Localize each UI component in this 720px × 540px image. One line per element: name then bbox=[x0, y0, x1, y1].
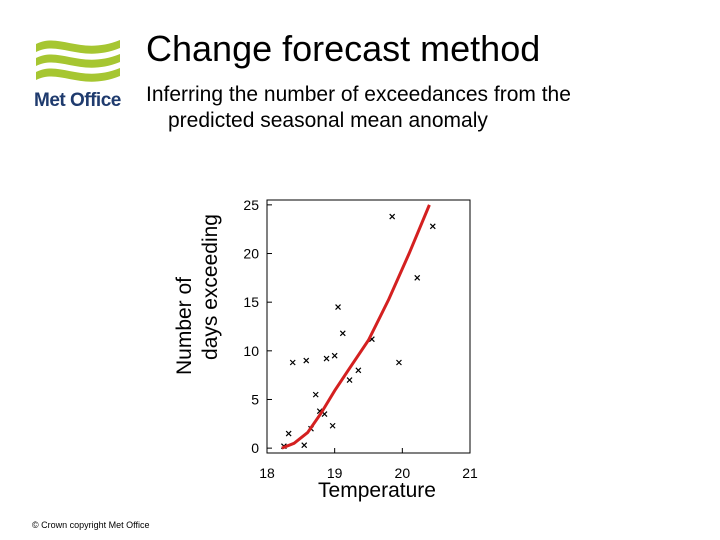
copyright-footer: © Crown copyright Met Office bbox=[32, 520, 150, 530]
data-point bbox=[285, 430, 292, 437]
data-point bbox=[303, 357, 310, 364]
y-tick-label: 0 bbox=[251, 440, 259, 456]
y-tick-label: 10 bbox=[243, 343, 259, 359]
slide-subtitle: Inferring the number of exceedances from… bbox=[146, 82, 666, 134]
data-point bbox=[414, 274, 421, 281]
data-point bbox=[389, 213, 396, 220]
subtitle-line-1: Inferring the number of exceedances from… bbox=[146, 83, 571, 106]
x-axis-label: Temperature bbox=[318, 479, 436, 502]
met-office-logo bbox=[36, 40, 120, 82]
fit-line bbox=[281, 204, 431, 450]
x-tick-label: 21 bbox=[462, 465, 478, 481]
data-point bbox=[312, 391, 319, 398]
data-point bbox=[335, 304, 341, 310]
data-point bbox=[301, 442, 308, 449]
data-point bbox=[323, 355, 330, 362]
x-tick-label: 20 bbox=[395, 465, 411, 481]
y-tick-label: 20 bbox=[243, 246, 259, 262]
y-axis-label-line-1: Number of bbox=[173, 277, 196, 375]
data-point bbox=[329, 422, 336, 429]
data-point bbox=[339, 330, 346, 337]
data-point bbox=[346, 377, 353, 383]
y-tick-label: 15 bbox=[243, 294, 259, 310]
slide-title: Change forecast method bbox=[146, 28, 541, 69]
data-point bbox=[396, 359, 402, 366]
data-point bbox=[429, 223, 436, 230]
data-point bbox=[331, 352, 338, 359]
data-point bbox=[289, 359, 296, 366]
plot-frame bbox=[266, 199, 471, 454]
y-tick-label: 25 bbox=[243, 197, 259, 213]
y-axis-label-line-2: days exceeding bbox=[199, 214, 222, 360]
data-point bbox=[355, 367, 362, 374]
x-tick-label: 19 bbox=[327, 465, 343, 481]
logo-text: Met Office bbox=[34, 90, 121, 111]
y-tick-label: 5 bbox=[251, 391, 259, 407]
x-tick-label: 18 bbox=[259, 465, 275, 481]
subtitle-line-2: predicted seasonal mean anomaly bbox=[168, 109, 488, 132]
